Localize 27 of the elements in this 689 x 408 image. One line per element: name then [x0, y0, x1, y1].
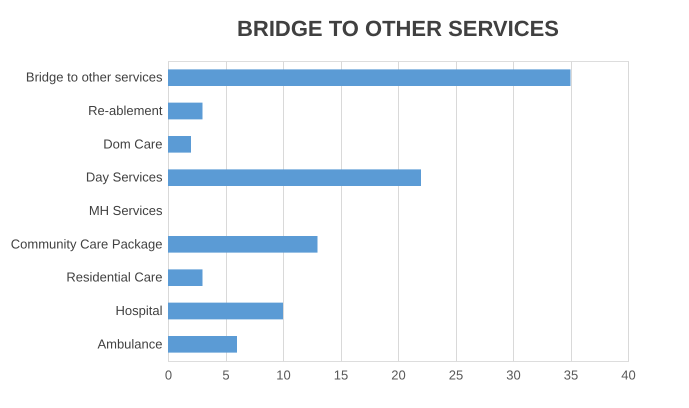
- x-tick-label: 15: [334, 368, 348, 382]
- y-tick-label: Hospital: [116, 303, 163, 318]
- y-tick-label: MH Services: [88, 203, 163, 218]
- bar: [168, 102, 202, 120]
- bar: [168, 169, 421, 186]
- x-tick-label: 40: [621, 368, 636, 382]
- bar: [168, 236, 318, 253]
- y-tick-label: Ambulance: [97, 336, 162, 352]
- y-tick-label: Day Services: [86, 170, 163, 185]
- x-tick-label: 35: [564, 368, 578, 382]
- x-tick-label: 25: [448, 368, 464, 382]
- y-tick-label: Re-ablement: [88, 103, 163, 118]
- bar: [168, 302, 283, 320]
- bar: [168, 136, 191, 153]
- chart-title: BRIDGE TO OTHER SERVICES: [237, 16, 559, 41]
- bar: [168, 69, 570, 86]
- x-tick-label: 5: [222, 368, 230, 382]
- x-tick-label: 20: [391, 368, 406, 382]
- x-tick-label: 0: [164, 368, 172, 382]
- y-tick-label: Community Care Package: [10, 236, 162, 252]
- bar: [168, 269, 202, 286]
- y-tick-label: Bridge to other services: [26, 70, 163, 85]
- x-tick-label: 10: [276, 368, 291, 382]
- y-tick-label: Dom Care: [103, 136, 162, 152]
- bar: [168, 336, 237, 353]
- y-tick-label: Residential Care: [66, 270, 162, 285]
- x-tick-label: 30: [506, 368, 521, 382]
